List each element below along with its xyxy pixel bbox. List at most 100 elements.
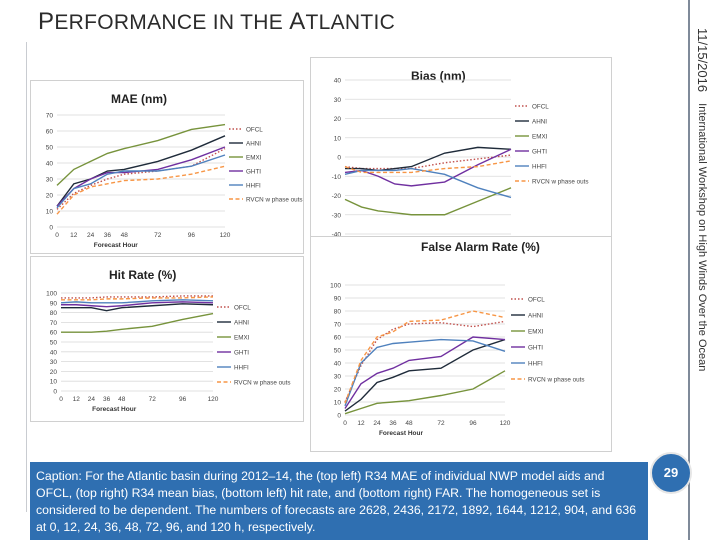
legend-label: RVCN w phase outs bbox=[246, 197, 303, 204]
y-tick-label: 20 bbox=[334, 116, 342, 123]
y-tick-label: 0 bbox=[337, 413, 341, 420]
legend-label: OFCL bbox=[532, 104, 549, 111]
title-part-1: ERFORMANCE IN THE bbox=[54, 11, 290, 34]
chart-panel-hit-rate: Hit Rate (%) 0 10 20 30 40 50 60 70 80 90 100 0 12 24 3… bbox=[30, 256, 304, 422]
legend-label: AHNI bbox=[246, 141, 261, 148]
x-tick-label: 36 bbox=[104, 232, 112, 239]
legend-label: AHNI bbox=[528, 313, 543, 320]
chart-title: Hit Rate (%) bbox=[109, 268, 176, 282]
series-line bbox=[344, 167, 512, 199]
x-tick-label: 72 bbox=[437, 420, 445, 427]
y-tick-label: 60 bbox=[46, 129, 54, 136]
title-initial-a: A bbox=[289, 8, 306, 35]
slide-title: PERFORMANCE IN THE ATLANTIC bbox=[38, 8, 395, 36]
y-tick-label: 0 bbox=[53, 389, 57, 396]
sidebar-text: 11/15/2016 International Workshop on Hig… bbox=[695, 28, 710, 371]
y-tick-label: 80 bbox=[334, 309, 342, 316]
series-line bbox=[345, 146, 512, 172]
y-tick-label: 100 bbox=[46, 291, 57, 298]
series-line bbox=[344, 320, 506, 403]
legend-label: OFCL bbox=[234, 305, 251, 312]
y-tick-label: -30 bbox=[332, 212, 342, 219]
x-tick-label: 120 bbox=[500, 420, 511, 427]
legend-label: AHNI bbox=[234, 320, 249, 327]
series-line bbox=[344, 187, 512, 216]
legend-label: EMXI bbox=[528, 329, 544, 336]
chart-far: False Alarm Rate (%) 0 10 20 30 40 50 60 70 80 90 1… bbox=[330, 240, 585, 437]
legend-label: EMXI bbox=[532, 134, 548, 141]
y-tick-label: 40 bbox=[50, 349, 58, 356]
legend-label: RVCN w phase outs bbox=[528, 377, 585, 384]
caption-text: Caption: For the Atlantic basin during 2… bbox=[36, 469, 637, 534]
x-tick-label: 36 bbox=[389, 420, 397, 427]
x-tick-label: 0 bbox=[55, 232, 59, 239]
legend-label: EMXI bbox=[234, 335, 250, 342]
series-line bbox=[60, 299, 214, 304]
series-line bbox=[56, 146, 226, 207]
y-tick-label: 50 bbox=[46, 145, 54, 152]
legend-label: OFCL bbox=[528, 297, 545, 304]
y-tick-label: 30 bbox=[334, 374, 342, 381]
y-tick-label: 10 bbox=[50, 379, 58, 386]
chart-mae: MAE (nm) 0 10 20 30 40 50 60 70 0 12 24 36 48 72 96 120 F… bbox=[46, 92, 303, 249]
x-axis-label: Forecast Hour bbox=[379, 430, 424, 437]
y-tick-label: 30 bbox=[46, 177, 54, 184]
x-axis-label: Forecast Hour bbox=[94, 242, 139, 249]
y-tick-label: 60 bbox=[50, 330, 58, 337]
legend-label: AHNI bbox=[532, 119, 547, 126]
y-tick-label: 0 bbox=[49, 225, 53, 232]
series-line bbox=[56, 135, 226, 207]
series-line bbox=[61, 295, 213, 299]
chart-panel-mae: MAE (nm) 0 10 20 30 40 50 60 70 0 12 24 36 48 72 96 120 F… bbox=[30, 80, 304, 254]
chart-bias: Bias (nm)-40-30-20-100102030400122436487… bbox=[332, 69, 589, 256]
x-tick-label: 0 bbox=[343, 420, 347, 427]
x-tick-label: 48 bbox=[121, 232, 129, 239]
left-rule bbox=[26, 42, 27, 512]
x-tick-label: 120 bbox=[208, 396, 219, 403]
caption-box: Caption: For the Atlantic basin during 2… bbox=[30, 462, 648, 540]
y-tick-label: 10 bbox=[46, 209, 54, 216]
y-tick-label: 70 bbox=[334, 322, 342, 329]
y-tick-label: -40 bbox=[332, 232, 342, 239]
legend-label: OFCL bbox=[246, 127, 263, 134]
y-tick-label: 30 bbox=[334, 97, 342, 104]
y-tick-label: 40 bbox=[334, 78, 342, 85]
x-tick-label: 24 bbox=[373, 420, 381, 427]
x-tick-label: 36 bbox=[103, 396, 111, 403]
sidebar-date: 11/15/2016 bbox=[695, 28, 710, 93]
x-tick-label: 96 bbox=[179, 396, 187, 403]
y-tick-label: 100 bbox=[330, 283, 341, 290]
chart-panel-bias: Bias (nm)-40-30-20-100102030400122436487… bbox=[310, 57, 612, 256]
x-axis-label: Forecast Hour bbox=[92, 406, 137, 413]
y-tick-label: 0 bbox=[337, 155, 341, 162]
y-tick-label: 80 bbox=[50, 310, 58, 317]
legend-label: HHFI bbox=[528, 361, 543, 368]
y-tick-label: 10 bbox=[334, 400, 342, 407]
legend-label: HHFI bbox=[234, 365, 249, 372]
legend-label: RVCN w phase outs bbox=[532, 179, 589, 186]
series-line bbox=[344, 148, 512, 187]
series-line bbox=[61, 296, 214, 301]
sidebar: 11/15/2016 International Workshop on Hig… bbox=[688, 0, 720, 540]
x-tick-label: 24 bbox=[87, 232, 95, 239]
series-line bbox=[344, 370, 506, 415]
x-tick-label: 96 bbox=[469, 420, 477, 427]
series-line bbox=[61, 303, 214, 312]
x-tick-label: 12 bbox=[357, 420, 365, 427]
y-tick-label: 50 bbox=[334, 348, 342, 355]
y-tick-label: 20 bbox=[50, 369, 58, 376]
series-line bbox=[56, 154, 226, 209]
y-tick-label: -10 bbox=[332, 174, 342, 181]
y-tick-label: 70 bbox=[46, 113, 54, 120]
series-line bbox=[61, 312, 214, 333]
legend-label: GHTI bbox=[528, 345, 543, 352]
legend-label: GHTI bbox=[246, 169, 261, 176]
legend-label: EMXI bbox=[246, 155, 262, 162]
y-tick-label: 40 bbox=[46, 161, 54, 168]
y-tick-label: 30 bbox=[50, 359, 58, 366]
y-tick-label: -20 bbox=[332, 193, 342, 200]
x-tick-label: 48 bbox=[405, 420, 413, 427]
chart-title: Bias (nm) bbox=[411, 69, 466, 83]
y-tick-label: 90 bbox=[334, 296, 342, 303]
y-tick-label: 70 bbox=[50, 320, 58, 327]
